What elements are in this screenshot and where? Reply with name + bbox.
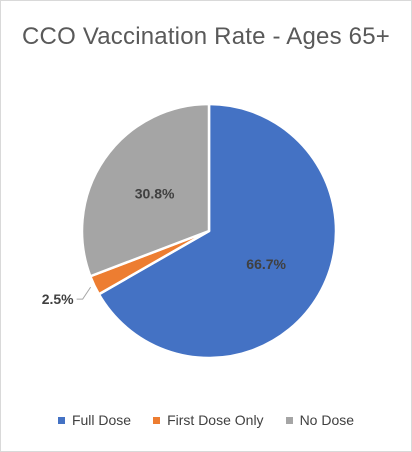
legend: Full Dose First Dose Only No Dose	[1, 412, 411, 428]
legend-label-no-dose: No Dose	[299, 412, 355, 428]
legend-item-no-dose: No Dose	[285, 412, 355, 428]
legend-label-first-dose-only: First Dose Only	[167, 412, 264, 428]
legend-swatch-full-dose	[57, 416, 65, 424]
leader-line-first-dose-only	[76, 286, 92, 300]
data-label-full-dose: 66.7%	[246, 256, 286, 272]
legend-item-first-dose-only: First Dose Only	[153, 412, 264, 428]
legend-swatch-no-dose	[285, 416, 293, 424]
pie-slice-full-dose	[97, 102, 338, 360]
pie-slice-no-dose	[80, 102, 211, 278]
legend-swatch-first-dose-only	[153, 416, 161, 424]
legend-item-full-dose: Full Dose	[57, 412, 132, 428]
data-label-first-dose-only: 2.5%	[42, 291, 74, 307]
legend-label-full-dose: Full Dose	[71, 412, 132, 428]
data-label-no-dose: 30.8%	[135, 186, 175, 202]
chart-title: CCO Vaccination Rate - Ages 65+	[22, 23, 390, 50]
